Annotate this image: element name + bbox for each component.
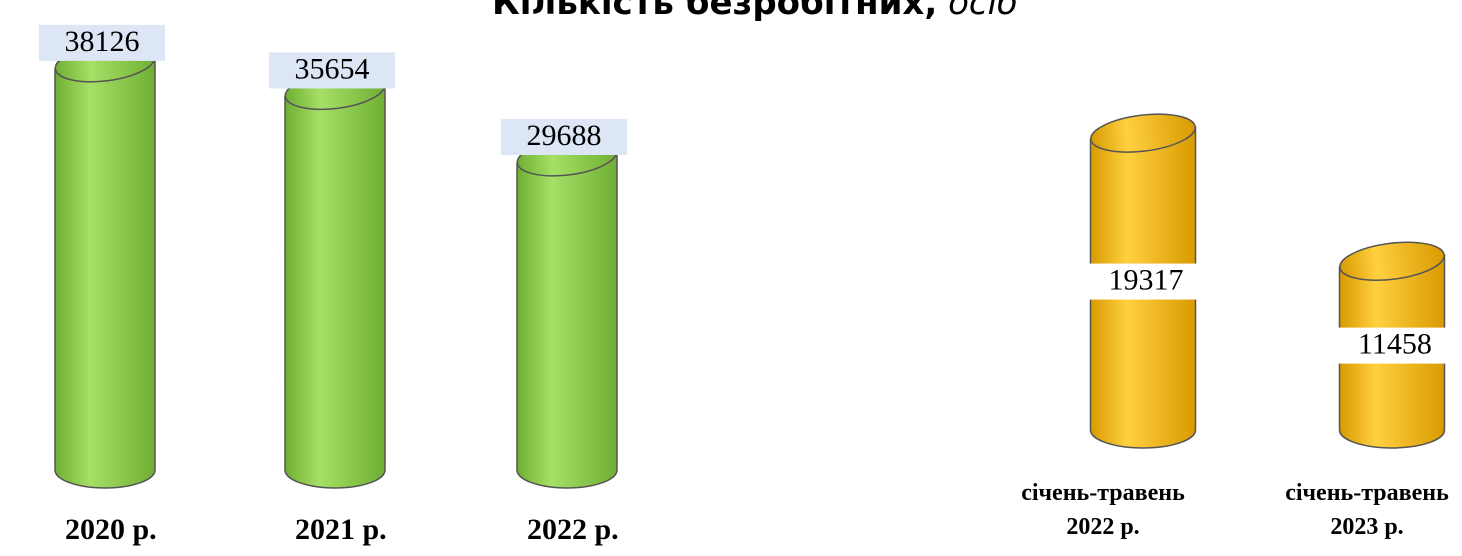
title-unit: осіб (948, 0, 1018, 23)
value-label: 38126 (65, 25, 140, 58)
cylinder-top (1090, 113, 1196, 153)
value-label: 29688 (527, 119, 602, 152)
x-tick-label: січень-травень 2023 р. (1285, 480, 1449, 540)
chart-title: Кількість безробітних, осіб (492, 0, 1018, 23)
title-main: Кількість безробітних, (492, 0, 937, 23)
value-label-bg (501, 118, 627, 155)
cylinder-body (516, 150, 618, 489)
cylinder-top (1339, 241, 1445, 281)
value-label-bg (269, 52, 395, 89)
cylinder-body (54, 56, 156, 489)
cylinder-body (284, 83, 386, 489)
x-tick-label: 2021 р. (295, 513, 387, 546)
x-tick-label: 2020 р. (65, 513, 157, 546)
value-label-bg (1083, 263, 1209, 300)
value-label-bg (39, 24, 165, 61)
x-tick-label: 2022 р. (527, 513, 619, 546)
value-label: 11458 (1358, 328, 1432, 361)
x-tick-label: січень-травень 2022 р. (1021, 480, 1185, 540)
value-label: 19317 (1109, 263, 1184, 296)
value-label-bg (1332, 327, 1458, 364)
value-label: 35654 (295, 52, 370, 85)
